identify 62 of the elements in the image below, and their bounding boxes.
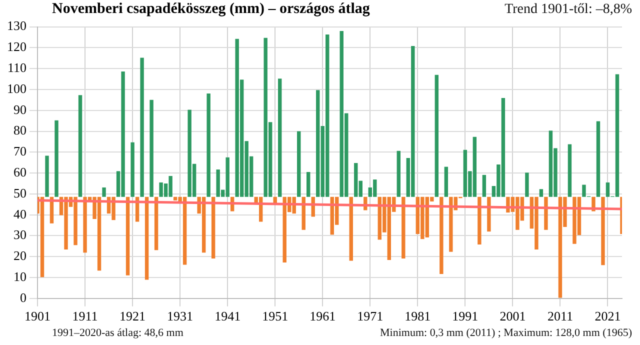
y-tick-label: 40 [14, 206, 26, 222]
bar [539, 189, 544, 197]
text: Minimum: 0,3 mm (2011) ; Maximum: 128,0 mm (1965) [380, 327, 632, 339]
y-tick-label: 70 [14, 144, 26, 159]
x-tick-label: 1911 [72, 308, 98, 324]
bar [478, 196, 482, 244]
x-tick-label: 1941 [214, 308, 241, 324]
bar [434, 74, 439, 197]
text: Trend 1901-től: –8,8% [504, 2, 632, 18]
bar [525, 172, 529, 197]
x-tick-label: 2011 [547, 308, 573, 324]
bar [40, 196, 44, 278]
bar [444, 166, 448, 197]
y-tick-label: 100 [7, 80, 26, 96]
bar [440, 196, 444, 274]
y-tick-label: 30 [14, 227, 26, 242]
y-tick-label: 10 [14, 268, 26, 284]
x-tick-label: 1981 [404, 308, 431, 324]
x-tick-label: 1931 [167, 308, 194, 324]
y-tick-label: 20 [14, 248, 26, 264]
y-tick-label: 0 [20, 290, 26, 305]
bar [144, 196, 149, 280]
y-tick-label: 90 [14, 102, 26, 117]
bar [54, 120, 58, 197]
bar [568, 144, 572, 197]
x-tick-label: 2021 [594, 308, 621, 324]
bar [130, 142, 134, 197]
bar [487, 196, 491, 232]
x-tick-label: 1991 [452, 308, 478, 324]
text: 1991–2020-as átlag: 48,6 mm [52, 327, 184, 339]
y-tick-label: 120 [7, 39, 26, 54]
bar [544, 196, 548, 230]
x-tick-label: 1971 [357, 308, 384, 324]
bar [278, 78, 282, 197]
bar [150, 100, 154, 197]
x-tick-label: 1961 [310, 308, 336, 324]
x-tick-label: 1901 [24, 308, 50, 324]
bar [482, 174, 486, 197]
chart-title: Novemberi csapadékösszeg (mm) – országos átlag [52, 1, 370, 18]
y-tick-label: 80 [14, 122, 26, 138]
bar [126, 196, 130, 276]
bar [601, 196, 605, 266]
bar [596, 121, 600, 197]
bar [78, 95, 82, 197]
bar [140, 58, 144, 197]
bar [206, 93, 210, 197]
x-tick-label: 2001 [500, 308, 526, 324]
bar [349, 196, 353, 261]
y-tick-label: 110 [7, 60, 26, 76]
y-tick-label: 60 [14, 164, 26, 180]
bar [273, 196, 277, 204]
y-tick-label: 130 [7, 18, 26, 34]
x-tick-label: 1921 [120, 308, 146, 324]
bar [297, 131, 301, 197]
bar [402, 196, 406, 258]
bar [211, 196, 216, 258]
bar [45, 156, 49, 197]
bar [396, 150, 401, 197]
bar [306, 172, 310, 197]
x-tick-label: 1951 [262, 308, 288, 324]
bar [102, 187, 106, 197]
y-tick-label: 50 [14, 185, 26, 200]
